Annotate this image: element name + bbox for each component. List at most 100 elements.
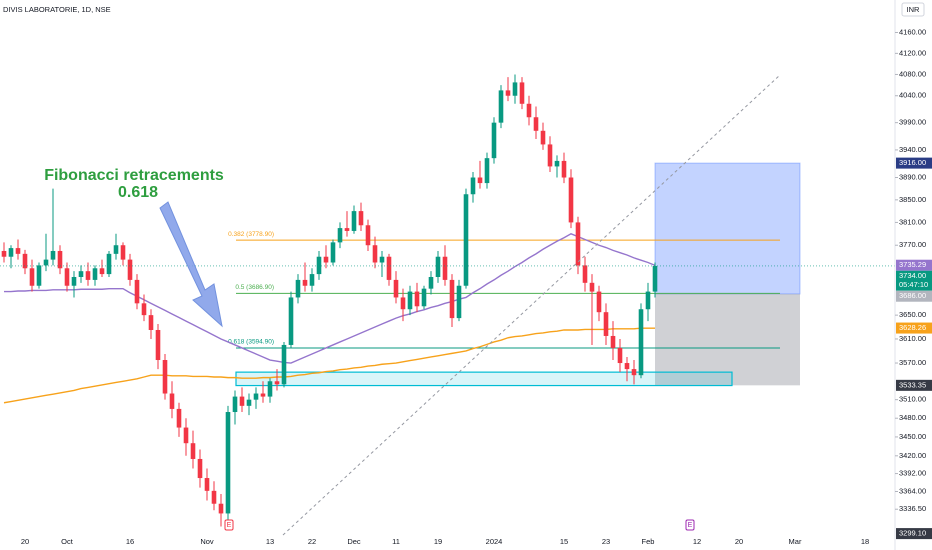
moving-average (3, 327, 655, 404)
x-tick-label: 13 (266, 537, 274, 546)
candle-body (652, 265, 658, 292)
y-tick-label: 4120.00 (899, 48, 926, 57)
candle-body (344, 228, 350, 231)
annotation-title: Fibonacci retracements (44, 167, 224, 184)
candle-body (288, 297, 294, 345)
candle-body (218, 503, 224, 514)
x-tick-label: 2024 (486, 537, 503, 546)
candle-body (183, 427, 189, 444)
candle-body (365, 225, 371, 246)
candle-body (71, 276, 77, 286)
candle-body (309, 274, 315, 286)
x-tick-label: Nov (200, 537, 214, 546)
y-tick-label: 3336.50 (899, 504, 926, 513)
event-marker (685, 519, 695, 531)
candle-body (407, 291, 413, 310)
moving-average (4, 233, 656, 364)
y-tick-label: 4040.00 (899, 91, 926, 100)
candle-body (8, 248, 14, 257)
x-tick-label: 22 (308, 537, 316, 546)
candle-body (456, 285, 462, 319)
y-tick-label: 3364.00 (899, 486, 926, 495)
candle-body (540, 130, 546, 145)
y-tick-label: 4160.00 (899, 27, 926, 36)
candle-body (428, 276, 434, 289)
candle-body (148, 315, 154, 330)
event-marker (224, 519, 234, 531)
x-tick-label: 23 (602, 537, 610, 546)
price-badge-label: 3735.29 (899, 260, 926, 269)
candle-body (372, 245, 378, 263)
candle-body (330, 242, 336, 263)
y-tick-label: 3570.00 (899, 358, 926, 367)
candle-body (190, 443, 196, 459)
candle-body (99, 268, 105, 275)
fib-label: 0.382 (3778.90) (228, 231, 274, 238)
candle-body (232, 396, 238, 413)
x-tick-label: 18 (861, 537, 869, 546)
candle-body (43, 259, 49, 266)
x-tick-label: 16 (126, 537, 134, 546)
candle-body (351, 211, 357, 231)
candle-body (638, 309, 644, 376)
candle-body (561, 160, 567, 178)
candle-body (120, 245, 126, 260)
x-tick-label: Feb (642, 537, 655, 546)
candle-body (176, 408, 182, 428)
support-zone (235, 371, 733, 387)
price-badge (896, 322, 932, 334)
price-badge (896, 259, 932, 271)
candle-body (505, 90, 511, 96)
x-tick-label: 11 (392, 537, 400, 546)
candle-body (78, 271, 84, 277)
candle-body (589, 282, 595, 292)
candle-body (15, 248, 21, 254)
candle-body (169, 393, 175, 409)
candle-body (29, 268, 35, 286)
currency: INR (907, 5, 921, 14)
candle-body (113, 245, 119, 254)
price-badge-label: 3533.35 (899, 380, 926, 389)
annotation-arrow (159, 201, 223, 328)
candle-body (253, 393, 259, 400)
candle-body (1, 250, 7, 257)
candle-body (645, 291, 651, 310)
y-tick-label: 3392.00 (899, 469, 926, 478)
fib-label: 0.618 (3594.90) (228, 339, 274, 346)
y-tick-label: 3940.00 (899, 145, 926, 154)
price-badge-label: 3628.26 (899, 323, 926, 332)
candle-body (603, 312, 609, 336)
countdown: 05:47:10 (899, 280, 928, 289)
candle-body (568, 177, 574, 223)
candle-body (155, 329, 161, 361)
fib-label: 0.5 (3686.90) (235, 284, 274, 291)
candle-body (414, 291, 420, 307)
price-badge-label: 3734.00 (899, 271, 926, 280)
candle-body (22, 253, 28, 269)
candle-body (302, 279, 308, 286)
candle-body (246, 399, 252, 406)
candle-body (463, 194, 469, 286)
price-badge (896, 157, 932, 169)
candle-body (225, 412, 231, 514)
y-tick-label: 3850.00 (899, 195, 926, 204)
candle-body (554, 160, 560, 167)
y-tick-label: 3450.00 (899, 432, 926, 441)
candle-body (393, 279, 399, 298)
candle-body (260, 393, 266, 397)
candle-body (267, 381, 273, 397)
candle-body (491, 122, 497, 159)
y-tick-label: 3480.00 (899, 413, 926, 422)
event-label: E (688, 522, 693, 529)
position-stop-zone (655, 293, 800, 386)
currency-box[interactable] (901, 2, 925, 17)
candle-body (477, 177, 483, 184)
candle-body (85, 271, 91, 280)
candle-body (596, 291, 602, 313)
y-tick-label: 3770.00 (899, 240, 926, 249)
candle-body (197, 458, 203, 479)
x-tick-label: Mar (789, 537, 802, 546)
x-tick-label: 15 (560, 537, 568, 546)
candle-body (547, 144, 553, 167)
price-badge-label: 3916.00 (899, 158, 926, 167)
